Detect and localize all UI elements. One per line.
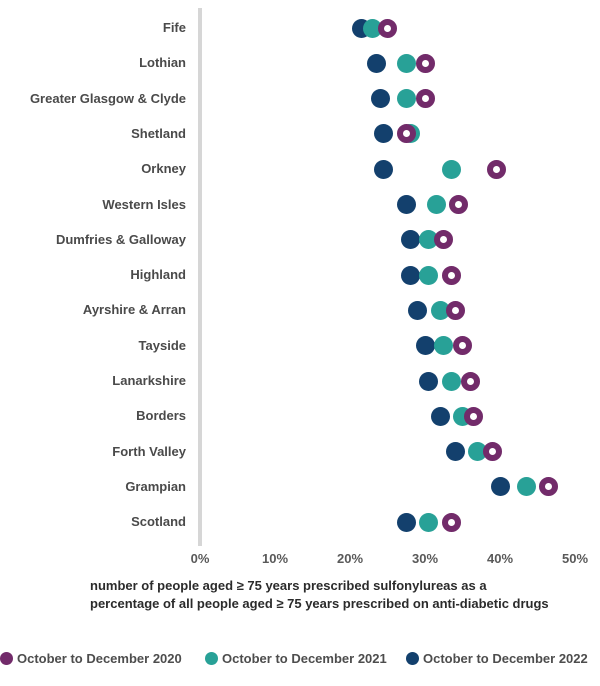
- data-point: [415, 89, 435, 109]
- data-point: [408, 300, 427, 320]
- data-point: [445, 442, 465, 462]
- legend-label: October to December 2021: [222, 650, 387, 666]
- category-label: Grampian: [125, 478, 186, 494]
- category-label: Dumfries & Galloway: [55, 231, 186, 247]
- data-point: [516, 477, 536, 497]
- data-point: [441, 159, 461, 179]
- category-label: Borders: [136, 408, 186, 424]
- legend-item: October to December 2021: [205, 648, 387, 668]
- y-axis-line: [198, 8, 202, 546]
- data-point: [468, 442, 487, 462]
- data-point: [415, 53, 435, 73]
- category-label: Orkney: [141, 161, 186, 177]
- data-point: [426, 195, 446, 214]
- legend-item: October to December 2020: [0, 648, 182, 668]
- data-point: [449, 195, 469, 214]
- data-point: [415, 336, 435, 356]
- category-label: Fife: [162, 20, 186, 35]
- data-point: [396, 195, 416, 214]
- data-point: [464, 406, 484, 426]
- data-point: [490, 477, 510, 497]
- data-point: [396, 124, 416, 144]
- x-tick-label: 20%: [336, 551, 364, 566]
- data-point: [370, 89, 390, 109]
- category-label: Lothian: [139, 55, 186, 71]
- x-tick-label: 0%: [190, 551, 210, 566]
- data-point: [374, 159, 394, 179]
- data-point: [445, 300, 465, 320]
- data-point: [539, 477, 559, 497]
- data-point: [483, 442, 502, 462]
- category-label: Lanarkshire: [112, 373, 186, 388]
- legend-item: October to December 2022: [406, 648, 588, 668]
- category-label: Greater Glasgow & Clyde: [29, 90, 186, 106]
- legend-swatch-icon: [406, 651, 419, 665]
- data-point: [396, 89, 416, 109]
- data-point: [434, 230, 454, 250]
- legend-label: October to December 2020: [17, 650, 182, 666]
- data-point: [374, 124, 394, 144]
- data-point: [378, 18, 397, 38]
- data-point: [419, 265, 439, 285]
- axis-caption: number of people aged ≥ 75 years prescri…: [90, 578, 549, 611]
- data-point: [400, 230, 420, 250]
- data-point: [441, 371, 461, 391]
- data-point: [441, 512, 461, 532]
- category-label: Highland: [130, 267, 186, 283]
- category-label: Tayside: [138, 337, 186, 353]
- x-tick-label: 30%: [411, 551, 439, 566]
- data-point: [441, 265, 461, 285]
- data-point: [419, 230, 439, 250]
- category-label: Shetland: [131, 125, 186, 141]
- data-point: [434, 336, 454, 356]
- category-label: Scotland: [131, 514, 186, 530]
- data-point: [430, 300, 450, 320]
- data-point: [400, 265, 420, 285]
- legend-label: October to December 2022: [423, 650, 588, 666]
- data-point: [430, 406, 450, 426]
- data-point: [396, 512, 416, 532]
- x-tick-label: 50%: [561, 551, 589, 566]
- category-label: Forth Valley: [112, 443, 186, 459]
- x-tick-label: 10%: [261, 551, 289, 566]
- data-point: [363, 18, 382, 38]
- data-point: [453, 336, 472, 356]
- data-point: [366, 53, 386, 73]
- data-point: [460, 371, 480, 391]
- data-point: [396, 53, 416, 73]
- data-point: [486, 159, 506, 179]
- x-tick-label: 40%: [486, 551, 514, 566]
- legend-swatch-icon: [205, 651, 218, 665]
- legend-swatch-icon: [0, 651, 13, 665]
- category-label: Ayrshire & Arran: [82, 302, 186, 318]
- category-label: Western Isles: [102, 196, 186, 212]
- data-point: [419, 512, 439, 532]
- data-point: [419, 371, 439, 391]
